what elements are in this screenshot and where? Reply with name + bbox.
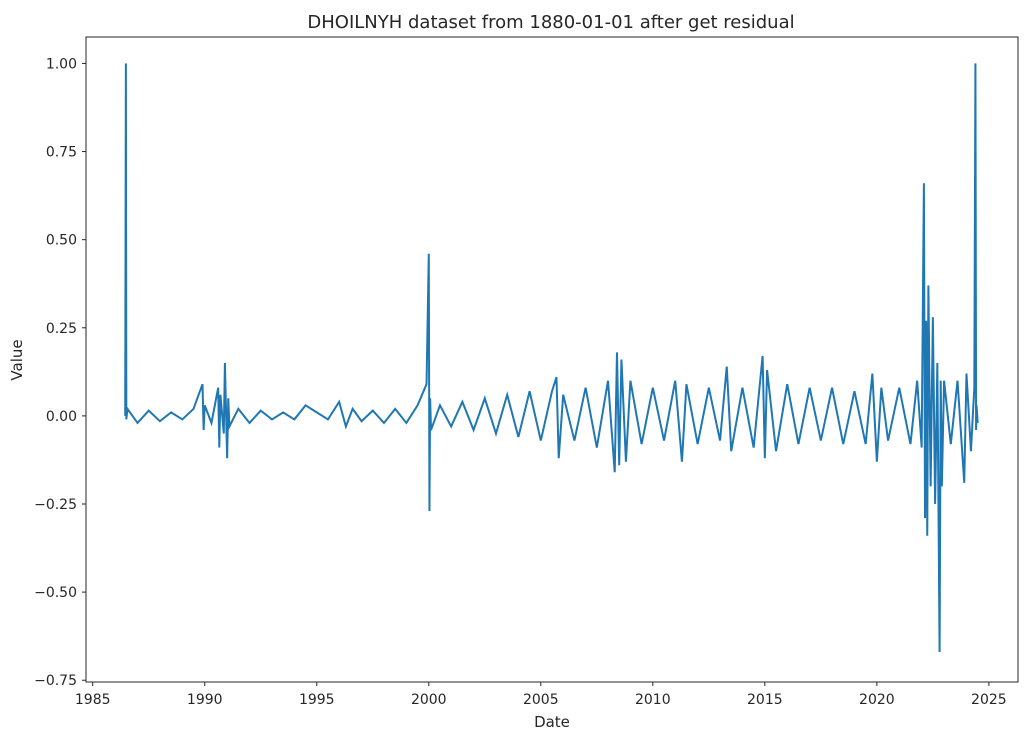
y-tick-label: −0.25 <box>34 497 77 513</box>
y-tick-label: 0.25 <box>46 321 77 337</box>
y-tick-label: 0.50 <box>46 233 77 249</box>
y-tick-label: 1.00 <box>46 56 77 72</box>
y-axis-title: Value <box>8 339 26 380</box>
y-axis-ticks: 1.00 0.75 0.50 0.25 0.00 −0.25 −0.50 −0.75 <box>34 56 86 689</box>
plot-area-frame <box>85 36 1019 683</box>
x-tick-label: 1985 <box>75 692 111 708</box>
x-tick-label: 2025 <box>971 692 1007 708</box>
y-tick-label: 0.75 <box>46 145 77 161</box>
x-tick-label: 2015 <box>747 692 783 708</box>
x-tick-label: 2010 <box>635 692 671 708</box>
y-tick-label: 0.00 <box>46 409 77 425</box>
chart-title: DHOILNYH dataset from 1880-01-01 after g… <box>307 12 794 33</box>
y-tick-label: −0.75 <box>34 673 77 689</box>
x-axis-title: Date <box>534 713 570 731</box>
x-tick-label: 2020 <box>859 692 895 708</box>
x-tick-label: 2000 <box>411 692 447 708</box>
x-tick-label: 2005 <box>523 692 559 708</box>
x-tick-label: 1990 <box>187 692 223 708</box>
x-axis-ticks: 1985 1990 1995 2000 2005 2010 2015 2020 2025 <box>75 682 1007 708</box>
y-tick-label: −0.50 <box>34 585 77 601</box>
series-layer <box>124 63 979 653</box>
series-line-0 <box>124 63 979 653</box>
x-tick-label: 1995 <box>299 692 335 708</box>
